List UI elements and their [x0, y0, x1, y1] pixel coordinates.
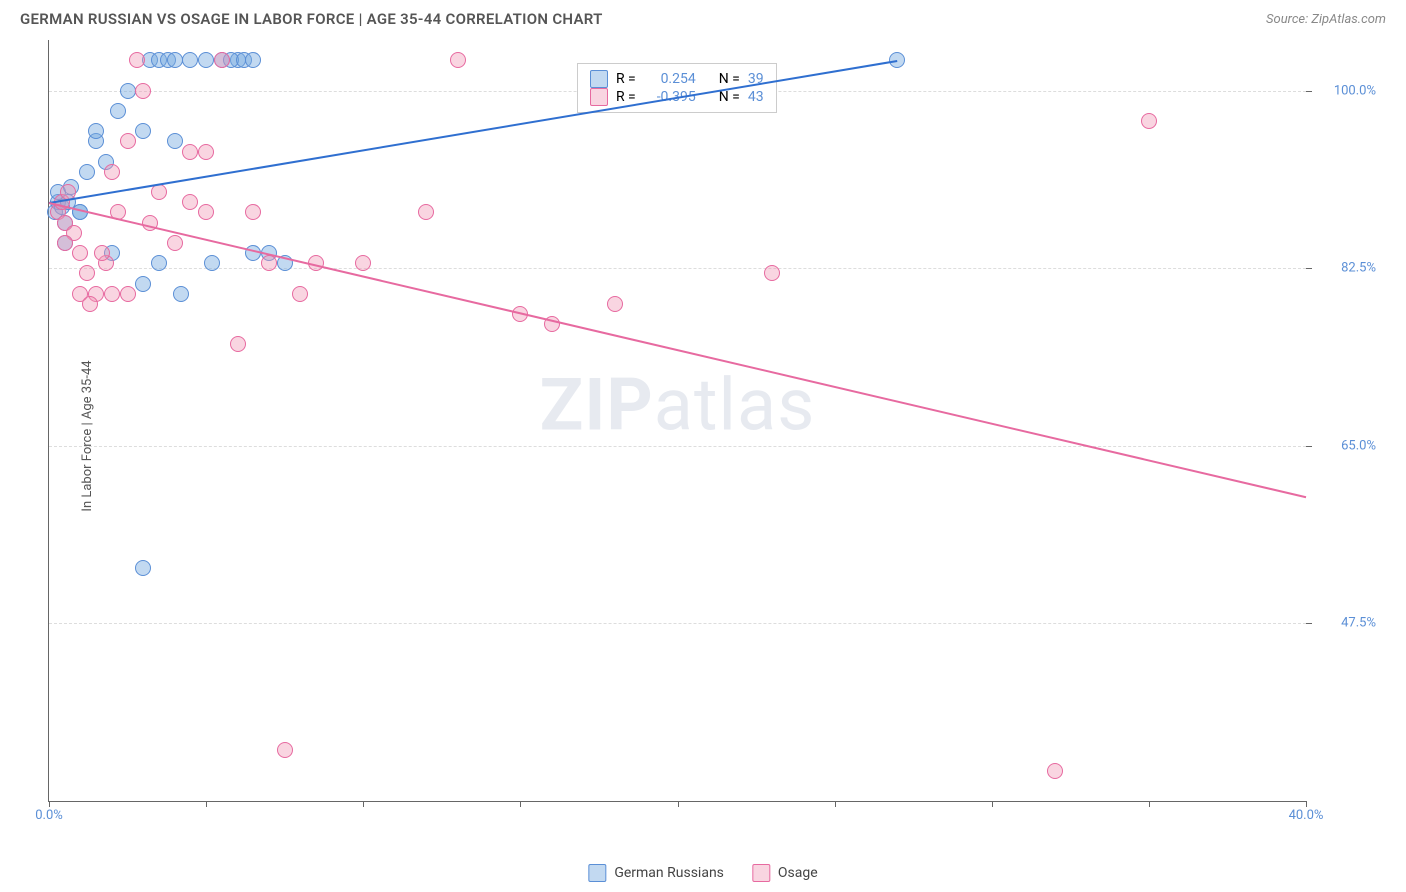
y-tick-label: 100.0%: [1334, 83, 1376, 98]
data-point: [104, 164, 120, 180]
y-tick-label: 47.5%: [1341, 616, 1376, 631]
legend-swatch-icon: [590, 70, 608, 88]
legend-label: German Russians: [614, 865, 724, 881]
data-point: [182, 194, 198, 210]
data-point: [79, 265, 95, 281]
data-point: [182, 144, 198, 160]
data-point: [1141, 113, 1157, 129]
stat-r-label: R =: [616, 89, 636, 105]
legend-swatch-icon: [752, 864, 770, 882]
x-tick: [206, 801, 207, 807]
data-point: [167, 133, 183, 149]
data-point: [198, 52, 214, 68]
data-point: [120, 133, 136, 149]
y-tick-label: 82.5%: [1341, 261, 1376, 276]
data-point: [277, 742, 293, 758]
x-tick: [1306, 801, 1307, 807]
data-point: [450, 52, 466, 68]
stats-row: R = 0.254 N = 39: [590, 70, 764, 88]
stat-r-label: R =: [616, 71, 636, 87]
x-tick: [363, 801, 364, 807]
data-point: [230, 336, 246, 352]
x-tick-label: 40.0%: [1289, 808, 1324, 823]
data-point: [129, 52, 145, 68]
data-point: [151, 184, 167, 200]
chart-container: In Labor Force | Age 35-44 ZIPatlas 47.5…: [48, 40, 1386, 832]
gridline: [49, 268, 1306, 269]
data-point: [135, 560, 151, 576]
legend-bottom: German Russians Osage: [588, 864, 817, 882]
stat-n-label: N =: [719, 71, 740, 87]
chart-title: GERMAN RUSSIAN VS OSAGE IN LABOR FORCE |…: [20, 10, 603, 28]
data-point: [245, 204, 261, 220]
data-point: [135, 276, 151, 292]
legend-item-german-russians: German Russians: [588, 864, 724, 882]
watermark: ZIPatlas: [540, 363, 816, 448]
y-tick: [1306, 91, 1312, 92]
data-point: [355, 255, 371, 271]
legend-swatch-icon: [588, 864, 606, 882]
y-tick-label: 65.0%: [1341, 438, 1376, 453]
data-point: [182, 52, 198, 68]
y-tick: [1306, 268, 1312, 269]
data-point: [173, 286, 189, 302]
data-point: [88, 123, 104, 139]
data-point: [245, 52, 261, 68]
legend-swatch-icon: [590, 88, 608, 106]
x-tick-label: 0.0%: [35, 808, 63, 823]
data-point: [607, 296, 623, 312]
data-point: [214, 52, 230, 68]
data-point: [764, 265, 780, 281]
data-point: [57, 235, 73, 251]
x-tick: [678, 801, 679, 807]
stat-r-value: 0.254: [644, 71, 696, 87]
data-point: [167, 235, 183, 251]
data-point: [198, 204, 214, 220]
plot-area: ZIPatlas 47.5%65.0%82.5%100.0%0.0%40.0%R…: [48, 40, 1306, 802]
x-tick: [49, 801, 50, 807]
data-point: [120, 286, 136, 302]
data-point: [82, 296, 98, 312]
y-tick: [1306, 623, 1312, 624]
data-point: [94, 245, 110, 261]
legend-label: Osage: [778, 865, 818, 881]
data-point: [204, 255, 220, 271]
watermark-zip: ZIP: [540, 363, 654, 448]
chart-source: Source: ZipAtlas.com: [1266, 12, 1386, 27]
data-point: [198, 144, 214, 160]
stats-legend: R = 0.254 N = 39R = -0.395 N = 43: [577, 63, 777, 113]
y-tick: [1306, 446, 1312, 447]
data-point: [151, 255, 167, 271]
x-tick: [1149, 801, 1150, 807]
data-point: [104, 286, 120, 302]
legend-item-osage: Osage: [752, 864, 818, 882]
data-point: [418, 204, 434, 220]
x-tick: [992, 801, 993, 807]
data-point: [72, 245, 88, 261]
data-point: [135, 83, 151, 99]
data-point: [110, 103, 126, 119]
data-point: [1047, 763, 1063, 779]
gridline: [49, 446, 1306, 447]
data-point: [292, 286, 308, 302]
gridline: [49, 623, 1306, 624]
data-point: [167, 52, 183, 68]
x-tick: [520, 801, 521, 807]
data-point: [261, 255, 277, 271]
trend-line: [49, 60, 898, 204]
data-point: [120, 83, 136, 99]
stat-n-value: 43: [748, 89, 764, 105]
x-tick: [835, 801, 836, 807]
data-point: [135, 123, 151, 139]
data-point: [79, 164, 95, 180]
